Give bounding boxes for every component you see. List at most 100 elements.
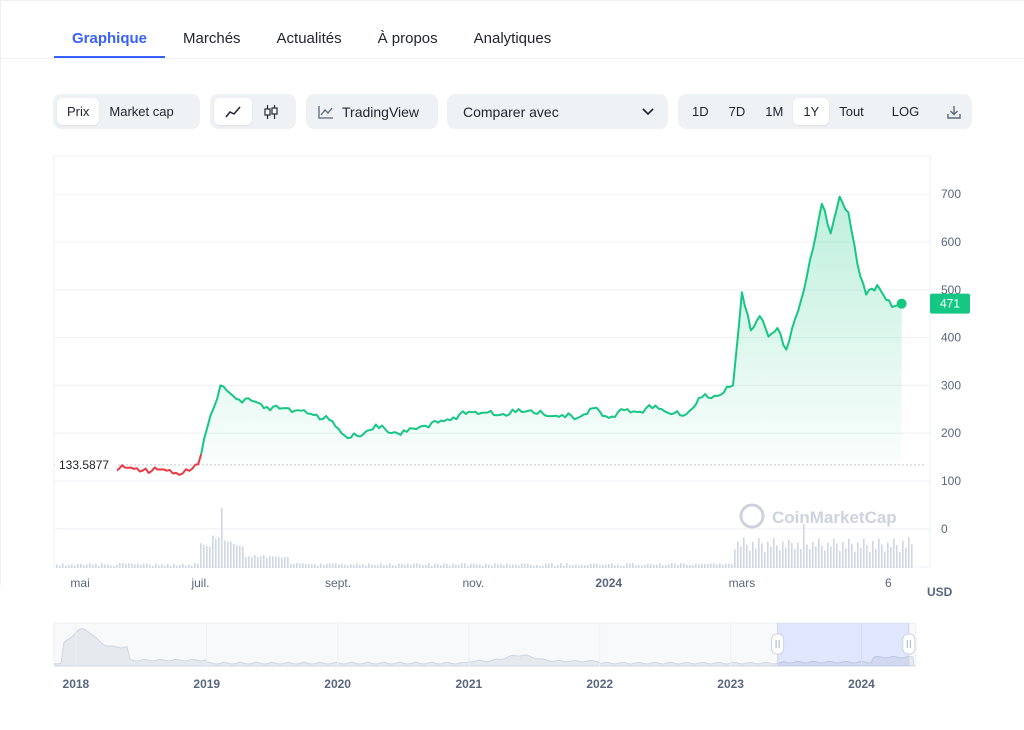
range-1y-button[interactable]: 1Y [793,98,830,125]
volume-bar [92,564,94,568]
volume-bar [308,563,310,568]
range-tout-button[interactable]: Tout [839,104,864,119]
tab-marches[interactable]: Marchés [183,30,241,47]
price-point [174,471,178,475]
log-scale-button[interactable]: LOG [891,104,920,119]
volume-bar [563,565,565,568]
price-point [205,426,209,430]
tab-graphique[interactable]: Graphique [54,22,166,58]
volume-bar [470,563,472,568]
volume-bar [830,546,832,568]
volume-bar [56,564,58,568]
volume-bar [494,563,496,568]
volume-bar [173,563,175,568]
volume-bar [317,565,319,568]
tab-analytiques[interactable]: Analytiques [473,30,552,47]
price-point [893,304,897,308]
volume-bar [203,544,205,568]
range-7d-button[interactable]: 7D [728,104,746,119]
volume-bar [665,565,667,568]
price-point [389,431,393,435]
current-price-value: 471 [940,297,960,311]
navigator-selection[interactable] [777,623,909,666]
volume-bar [419,564,421,568]
volume-bar [128,563,130,568]
line-chart-button[interactable] [214,98,252,125]
volume-bar [362,564,364,568]
compare-dropdown[interactable]: Comparer avec [447,94,668,129]
navigator-year-label: 2020 [324,677,351,691]
price-point [514,410,518,414]
volume-bar [257,556,259,568]
volume-bar [659,563,661,568]
volume-bar [272,556,274,568]
price-point [196,462,200,466]
price-point [545,414,549,418]
volume-bar [794,549,796,568]
volume-bar [122,563,124,568]
volume-bar [485,563,487,568]
download-button[interactable] [937,98,971,125]
volume-bar [425,564,427,568]
volume-bar [260,556,262,568]
volume-bar [143,563,145,568]
metric-prix-button[interactable]: Prix [57,98,100,125]
volume-bar [212,535,214,568]
tab-actualites[interactable]: Actualités [276,30,342,47]
price-chart[interactable]: CoinMarketCap 133.5877 0 100 200 300 400 500 6… [0,150,1024,605]
candlestick-button[interactable] [252,98,290,125]
volume-bar [605,564,607,568]
volume-bar [548,563,550,568]
volume-bar [479,564,481,568]
volume-bar [803,524,805,568]
volume-bar [632,563,634,568]
range-selector: 1D 7D 1M 1Y Tout LOG [678,94,972,129]
volume-bar [68,564,70,568]
tab-a-propos[interactable]: À propos [377,30,438,47]
volume-bar [812,541,814,568]
volume-bar [881,544,883,568]
range-1m-button[interactable]: 1M [765,104,784,119]
volume-bar [287,556,289,568]
x-tick-label: 6 [885,576,892,590]
volume-bar [149,564,151,568]
navigator-handles[interactable] [771,623,916,666]
volume-bar [569,565,571,568]
price-point [846,210,850,214]
volume-bar [731,564,733,568]
range-navigator[interactable]: 2018 2019 2020 2021 2022 2023 2024 [0,615,1024,695]
volume-bar [428,563,430,568]
y-tick-label: 500 [941,283,961,297]
price-point [811,247,815,251]
currency-label: USD [927,585,953,599]
volume-bar [464,563,466,568]
volume-bar [902,540,904,568]
navigator-year-label: 2024 [848,677,875,691]
volume-bar [623,565,625,568]
volume-bar [626,563,628,568]
volume-bar [194,563,196,568]
volume-bar [281,557,283,568]
volume-bar [572,564,574,568]
volume-bar [161,564,163,568]
price-point [374,423,378,427]
x-tick-label: juil. [190,576,209,590]
navigator-year-label: 2022 [586,677,613,691]
volume-bar [806,544,808,568]
volume-bar [65,565,67,568]
volume-bar [422,564,424,568]
metric-market-cap-button[interactable]: Market cap [109,104,174,119]
volume-bar [311,564,313,568]
tradingview-button[interactable]: TradingView [306,94,438,129]
volume-bar [104,564,106,568]
volume-bar [239,545,241,568]
volume-bar [692,564,694,568]
navigator-year-label: 2021 [456,677,483,691]
volume-bar [587,565,589,568]
volume-bar [461,563,463,568]
range-1d-button[interactable]: 1D [692,104,709,119]
volume-bar [80,563,82,568]
volume-bar [599,565,601,568]
volume-bar [734,549,736,568]
price-point [451,415,455,419]
